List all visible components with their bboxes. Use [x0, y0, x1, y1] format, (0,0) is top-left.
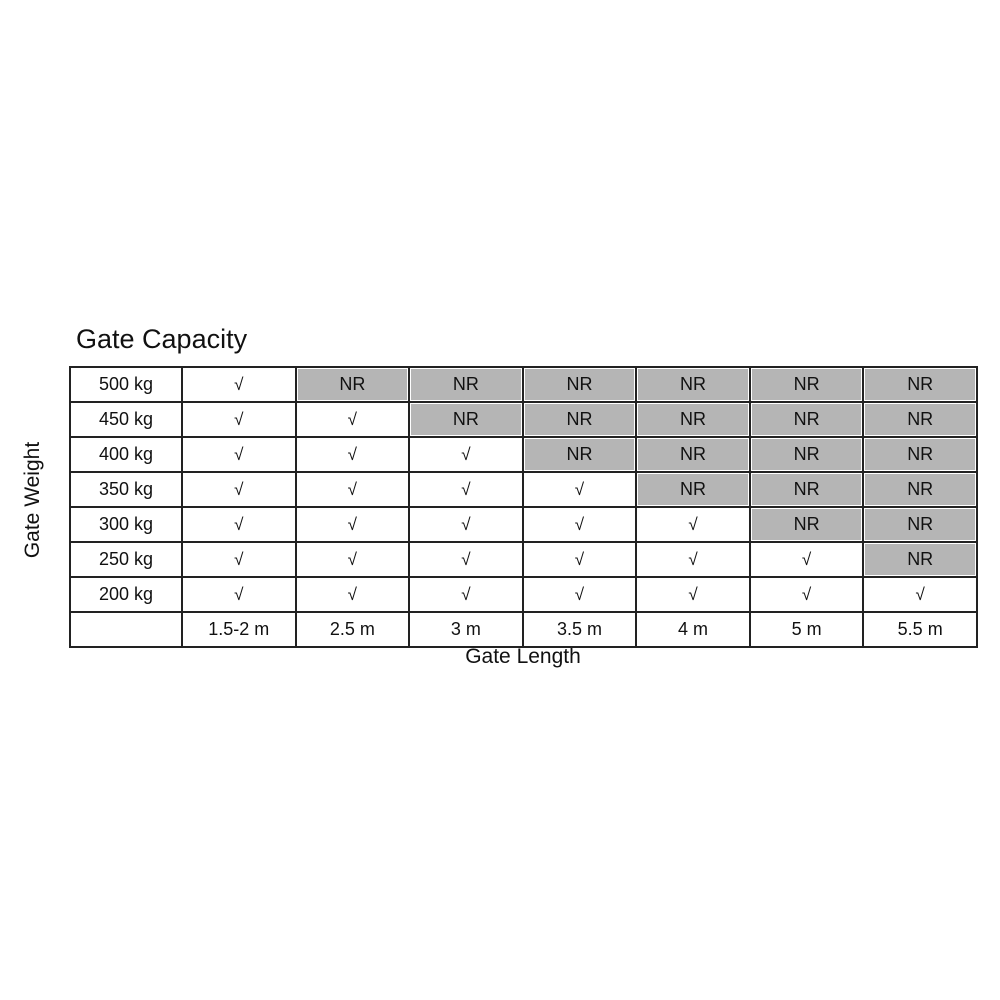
nr-cell: NR	[635, 401, 751, 438]
row-header: 300 kg	[69, 506, 183, 543]
nr-cell: NR	[635, 471, 751, 508]
check-cell: √	[408, 541, 524, 578]
check-cell: √	[521, 541, 638, 578]
check-cell: √	[294, 436, 411, 473]
check-cell: √	[862, 576, 978, 613]
check-cell: √	[181, 506, 297, 543]
nr-cell: NR	[521, 366, 638, 403]
y-axis-label: Gate Weight	[21, 441, 44, 559]
table-title: Gate Capacity	[76, 324, 248, 354]
nr-cell: NR	[408, 401, 524, 438]
nr-cell: NR	[635, 436, 751, 473]
table-row: 500 kg √ NR NR NR NR NR NR	[69, 366, 978, 403]
column-header: 2.5 m	[294, 611, 411, 648]
check-cell: √	[181, 436, 297, 473]
nr-cell: NR	[748, 506, 865, 543]
row-header: 400 kg	[69, 436, 183, 473]
table-row: 200 kg √ √ √ √ √ √ √	[69, 576, 978, 613]
check-cell: √	[635, 541, 751, 578]
check-cell: √	[408, 506, 524, 543]
nr-cell: NR	[521, 401, 638, 438]
nr-cell: NR	[862, 401, 978, 438]
row-header: 250 kg	[69, 541, 183, 578]
x-axis-label: Gate Length	[465, 645, 581, 668]
gate-capacity-table: 500 kg √ NR NR NR NR NR NR 450 kg √ √ NR NR NR NR NR 400…	[69, 366, 978, 648]
nr-cell: NR	[862, 541, 978, 578]
nr-cell: NR	[748, 471, 865, 508]
table-row: 450 kg √ √ NR NR NR NR NR	[69, 401, 978, 438]
row-header: 500 kg	[69, 366, 183, 403]
check-cell: √	[408, 471, 524, 508]
empty-corner-cell	[69, 611, 183, 648]
nr-cell: NR	[748, 436, 865, 473]
nr-cell: NR	[408, 366, 524, 403]
nr-cell: NR	[748, 366, 865, 403]
column-header: 5 m	[748, 611, 865, 648]
check-cell: √	[748, 576, 865, 613]
table-row: 400 kg √ √ √ NR NR NR NR	[69, 436, 978, 473]
nr-cell: NR	[294, 366, 411, 403]
row-header: 200 kg	[69, 576, 183, 613]
check-cell: √	[521, 506, 638, 543]
check-cell: √	[521, 576, 638, 613]
check-cell: √	[748, 541, 865, 578]
column-header: 3 m	[408, 611, 524, 648]
check-cell: √	[181, 401, 297, 438]
check-cell: √	[181, 366, 297, 403]
row-header: 350 kg	[69, 471, 183, 508]
check-cell: √	[181, 576, 297, 613]
nr-cell: NR	[862, 471, 978, 508]
check-cell: √	[635, 576, 751, 613]
column-header: 4 m	[635, 611, 751, 648]
nr-cell: NR	[862, 436, 978, 473]
check-cell: √	[181, 471, 297, 508]
row-header: 450 kg	[69, 401, 183, 438]
check-cell: √	[635, 506, 751, 543]
column-header: 5.5 m	[862, 611, 978, 648]
column-header: 3.5 m	[521, 611, 638, 648]
table-row: 300 kg √ √ √ √ √ NR NR	[69, 506, 978, 543]
nr-cell: NR	[862, 366, 978, 403]
nr-cell: NR	[748, 401, 865, 438]
check-cell: √	[181, 541, 297, 578]
check-cell: √	[408, 436, 524, 473]
check-cell: √	[294, 471, 411, 508]
table-row: 250 kg √ √ √ √ √ √ NR	[69, 541, 978, 578]
table-row: 350 kg √ √ √ √ NR NR NR	[69, 471, 978, 508]
check-cell: √	[521, 471, 638, 508]
column-header: 1.5-2 m	[181, 611, 297, 648]
nr-cell: NR	[862, 506, 978, 543]
check-cell: √	[294, 401, 411, 438]
check-cell: √	[294, 541, 411, 578]
check-cell: √	[408, 576, 524, 613]
check-cell: √	[294, 576, 411, 613]
check-cell: √	[294, 506, 411, 543]
nr-cell: NR	[635, 366, 751, 403]
nr-cell: NR	[521, 436, 638, 473]
